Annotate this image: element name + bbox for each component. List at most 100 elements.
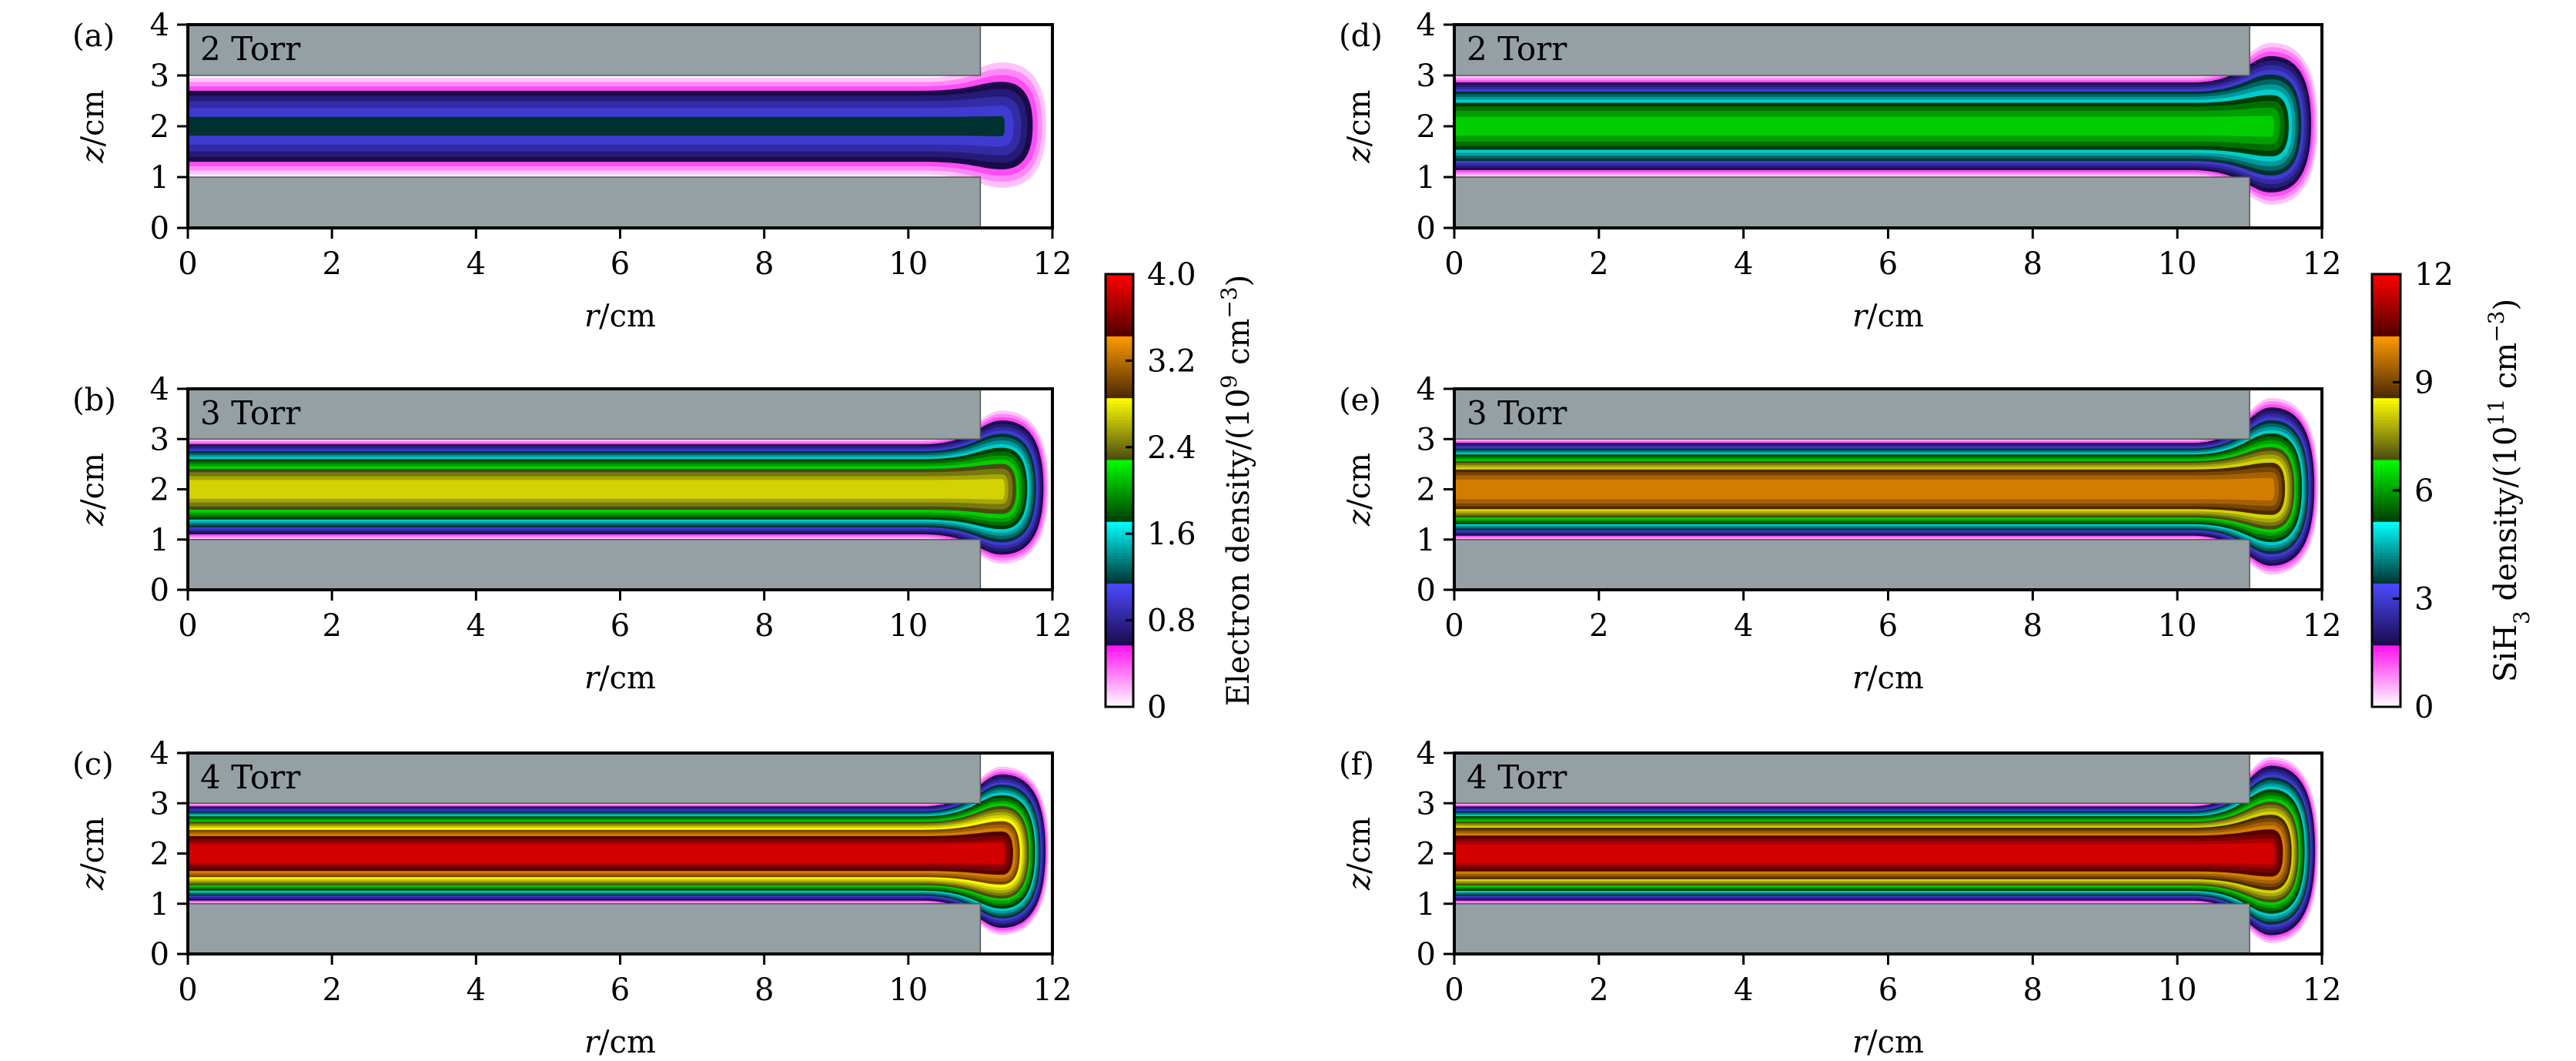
colorbar-swatch [2372, 604, 2400, 609]
colorbar-swatch [2372, 688, 2400, 692]
colorbar-swatch [1106, 632, 1133, 637]
colorbar-swatch [1106, 419, 1133, 423]
colorbar-swatch [1106, 330, 1133, 333]
colorbar-swatch [1106, 700, 1133, 705]
colorbar-swatch [1106, 391, 1133, 396]
y-axis-label: z/cm [75, 453, 111, 527]
colorbar-swatch [2372, 413, 2400, 417]
colorbar-swatch [2372, 320, 2400, 324]
colorbar-label-part: 9 [1216, 375, 1242, 389]
colorbar-swatch [1106, 675, 1133, 680]
colorbar-swatch [2372, 666, 2400, 671]
colorbar-swatch [2372, 311, 2400, 315]
colorbar-swatch [2372, 363, 2400, 368]
colorbar-tick-label: 4.0 [1147, 257, 1196, 293]
colorbar-swatch [2372, 571, 2400, 574]
x-axis-label: r/cm [1852, 661, 1924, 696]
y-axis-label-part: /cm [1342, 817, 1377, 874]
colorbar-swatch [2372, 286, 2400, 290]
colorbar-swatch [2372, 456, 2400, 460]
colorbar-swatch [2372, 296, 2400, 300]
colorbar-swatch [1106, 629, 1133, 634]
colorbar-swatch [2372, 641, 2400, 646]
x-tick-label: 8 [754, 608, 774, 644]
x-axis-label-part: r [584, 1025, 601, 1060]
colorbar-swatch [1106, 534, 1133, 537]
x-tick-label: 8 [2023, 972, 2042, 1008]
colorbar-swatch [1106, 697, 1133, 701]
colorbar-swatch [1106, 333, 1133, 336]
contour-field [1454, 25, 2322, 228]
colorbar-swatch [1106, 604, 1133, 609]
y-tick-label: 3 [150, 786, 169, 822]
colorbar-swatch [1106, 339, 1133, 343]
colorbar-swatch [1106, 440, 1133, 445]
x-tick-label: 8 [754, 972, 774, 1008]
colorbar-swatch [1106, 480, 1133, 485]
x-axis-label-part: /cm [1867, 299, 1924, 334]
colorbar-swatch [2372, 598, 2400, 603]
pressure-label: 2 Torr [200, 30, 301, 68]
colorbar-swatch [1106, 453, 1133, 457]
contour-level [188, 842, 1005, 864]
colorbar-swatch [2372, 515, 2400, 519]
colorbar-swatch [2372, 490, 2400, 494]
colorbar-swatch [1106, 598, 1133, 603]
lower-electrode [187, 539, 982, 591]
colorbar-swatch [2372, 503, 2400, 507]
colorbar-swatch [1106, 530, 1133, 534]
colorbar-swatch [1106, 305, 1133, 309]
colorbar-swatch [2372, 543, 2400, 547]
colorbar-swatch [1106, 515, 1133, 519]
colorbar-swatch [1106, 388, 1133, 393]
x-tick-label: 2 [1589, 972, 1608, 1008]
colorbar-swatch [2372, 509, 2400, 513]
y-tick-label: 1 [150, 887, 169, 922]
colorbar-swatch [1106, 447, 1133, 451]
x-axis-label: r/cm [584, 661, 656, 696]
y-tick-label: 2 [150, 837, 169, 872]
colorbar-swatch [1106, 688, 1133, 692]
colorbar-swatch [1106, 490, 1133, 494]
y-tick-label: 2 [1417, 109, 1436, 145]
y-tick-label: 3 [150, 59, 169, 94]
x-tick-label: 0 [1444, 608, 1464, 644]
y-axis-label: z/cm [1342, 453, 1377, 527]
pressure-label: 4 Torr [200, 758, 301, 796]
x-tick-label: 10 [888, 972, 928, 1008]
lower-electrode [187, 903, 982, 955]
colorbar-swatch [2372, 326, 2400, 330]
colorbar-swatch [2372, 669, 2400, 674]
panel-label: (a) [72, 18, 115, 54]
colorbar-swatch [1106, 416, 1133, 420]
colorbar-label-part: ) [2488, 299, 2524, 311]
x-tick-label: 6 [611, 972, 630, 1008]
pressure-label: 2 Torr [1467, 30, 1567, 68]
x-tick-label: 4 [1734, 972, 1753, 1008]
colorbar-swatch [2372, 314, 2400, 318]
colorbar-swatch [2372, 500, 2400, 504]
colorbar-swatch [2372, 462, 2400, 467]
colorbar-swatch [1106, 373, 1133, 377]
colorbar-swatch [1106, 465, 1133, 470]
colorbar-swatch [1106, 524, 1133, 528]
contour-level [1454, 477, 2275, 500]
colorbar-label-part: 3 [2509, 611, 2534, 624]
colorbar-swatch [1106, 437, 1133, 442]
colorbar-swatch [2372, 484, 2400, 488]
colorbar-swatch [2372, 657, 2400, 661]
colorbar-swatch [1106, 370, 1133, 374]
colorbar-swatch [2372, 471, 2400, 476]
colorbar-swatch [2372, 635, 2400, 640]
colorbar-tick-label: 0.8 [1147, 604, 1196, 639]
colorbar-swatch [2372, 357, 2400, 361]
x-tick-label: 0 [178, 972, 197, 1008]
colorbar-swatch [2372, 477, 2400, 482]
y-tick-label: 2 [150, 473, 169, 508]
colorbar-label-part: −3 [2484, 311, 2509, 343]
colorbar-swatch [2372, 534, 2400, 537]
